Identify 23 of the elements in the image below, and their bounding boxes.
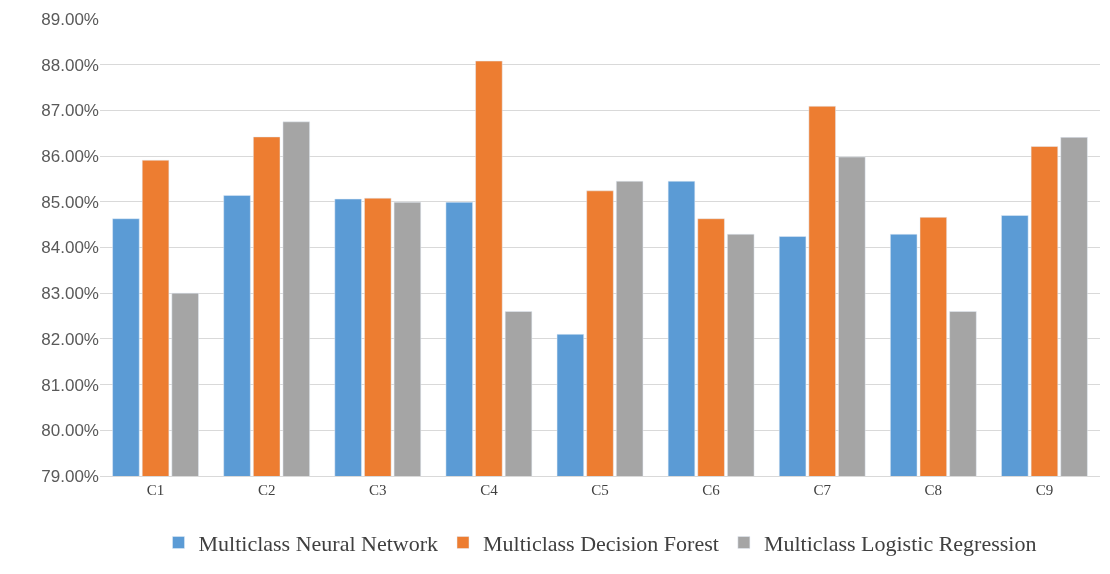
y-tick-label: 80.00% bbox=[41, 421, 99, 441]
x-tick-label: C5 bbox=[591, 482, 609, 498]
x-tick-label: C6 bbox=[702, 482, 721, 498]
x-tick-label: C1 bbox=[146, 482, 165, 498]
y-tick-label: 88.00% bbox=[41, 55, 99, 75]
y-tick-label: 87.00% bbox=[41, 101, 99, 121]
x-tick-label: C2 bbox=[257, 482, 276, 498]
x-tick-label: C8 bbox=[924, 482, 943, 498]
legend-label: Multiclass Decision Forest bbox=[483, 531, 719, 557]
y-tick-label: 89.00% bbox=[41, 9, 99, 29]
x-tick-label: C9 bbox=[1035, 482, 1054, 498]
x-tick-label: C3 bbox=[369, 482, 387, 498]
legend-label: Multiclass Logistic Regression bbox=[763, 531, 1037, 557]
legend-label: Multiclass Neural Network bbox=[198, 531, 438, 557]
x-tick-label: C7 bbox=[813, 482, 832, 498]
y-tick-label: 79.00% bbox=[41, 466, 99, 486]
y-tick-label: 86.00% bbox=[41, 147, 99, 167]
x-tick-label: C4 bbox=[480, 482, 499, 498]
y-tick-label: 81.00% bbox=[41, 375, 99, 395]
y-tick-label: 82.00% bbox=[41, 329, 99, 349]
y-tick-label: 84.00% bbox=[41, 238, 99, 258]
y-tick-label: 85.00% bbox=[41, 192, 99, 212]
y-tick-label: 83.00% bbox=[41, 284, 99, 304]
